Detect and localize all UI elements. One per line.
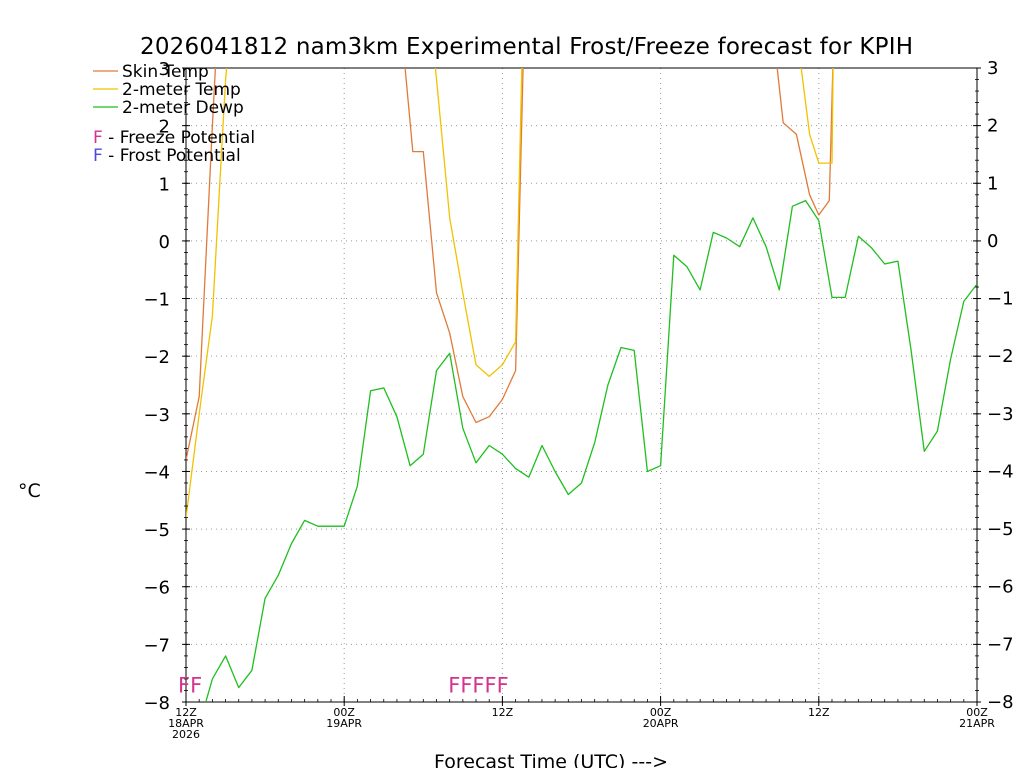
- series-line-dewp2m: [205, 199, 977, 702]
- series-line-temp2m: [186, 68, 834, 518]
- potential-marker-freeze: FF: [178, 674, 202, 698]
- x-tick-label: 2026: [172, 728, 200, 741]
- y-tick-label-right: −7: [987, 634, 1014, 655]
- y-tick-label-right: −4: [987, 461, 1014, 482]
- y-tick-label-right: −8: [987, 692, 1014, 713]
- y-tick-label: −3: [143, 405, 170, 426]
- y-tick-label: −6: [143, 578, 170, 599]
- y-tick-label: −7: [143, 635, 170, 656]
- y-tick-label: 0: [159, 232, 170, 253]
- x-tick-label: 12Z: [492, 706, 514, 719]
- legend-label-temp2m: 2-meter Temp: [122, 80, 241, 100]
- x-axis-label: Forecast Time (UTC) --->: [434, 751, 668, 768]
- y-tick-label-right: −6: [987, 577, 1014, 598]
- y-tick-label-right: −2: [987, 346, 1014, 367]
- y-axis-label: °C: [18, 480, 41, 502]
- legend-flag-freeze: F - Freeze Potential: [93, 128, 255, 148]
- series-layer: [186, 68, 977, 702]
- x-tick-label: 12Z: [808, 706, 830, 719]
- y-tick-label-right: 3: [987, 58, 998, 79]
- x-tick-label: 19APR: [326, 717, 362, 730]
- series-line-skin: [186, 68, 834, 461]
- y-tick-label: −2: [143, 347, 170, 368]
- legend-label-dewp2m: 2-meter Dewp: [122, 98, 244, 118]
- x-tick-label: 00Z: [966, 706, 988, 719]
- legend-label-skin: Skin Temp: [122, 62, 209, 82]
- potential-markers: FF FFFFF: [178, 674, 509, 698]
- y-tick-label-right: −5: [987, 519, 1014, 540]
- x-tick-label: 00Z: [650, 706, 672, 719]
- chart-title: 2026041812 nam3km Experimental Frost/Fre…: [140, 34, 913, 60]
- y-tick-label-right: −1: [987, 289, 1014, 310]
- legend-flag-letter: F: [93, 128, 103, 148]
- x-tick-label: 18APR: [168, 717, 204, 730]
- y-tick-label: −1: [143, 290, 170, 311]
- y-tick-label-right: 0: [987, 231, 998, 252]
- grid-lines: [186, 68, 977, 702]
- x-tick-label: 20APR: [643, 717, 679, 730]
- y-tick-label: 2: [159, 117, 170, 138]
- x-tick-label: 00Z: [333, 706, 355, 719]
- y-tick-label-right: −3: [987, 404, 1014, 425]
- x-tick-label: 21APR: [959, 717, 995, 730]
- y-tick-label: −4: [143, 462, 170, 483]
- y-tick-label: 1: [159, 174, 170, 195]
- y-tick-label: −5: [143, 520, 170, 541]
- y-tick-label-right: 2: [987, 116, 998, 137]
- legend-flag-text: - Frost Potential: [103, 146, 241, 166]
- y-tick-label-right: 1: [987, 173, 998, 194]
- plot-frame: [185, 67, 978, 703]
- left-y-axis: −8 −7 −6 −5 −4 −3 −2 −1 0 1 2 3: [143, 59, 190, 714]
- right-y-axis: −8 −7 −6 −5 −4 −3 −2 −1 0 1 2 3: [973, 58, 1014, 713]
- x-tick-label: 12Z: [175, 706, 197, 719]
- y-tick-label: −8: [143, 693, 170, 714]
- potential-marker-freeze: FFFFF: [448, 674, 508, 698]
- legend-flag-frost: F - Frost Potential: [93, 146, 241, 166]
- y-tick-label: 3: [159, 59, 170, 80]
- legend-flag-letter: F: [93, 146, 103, 166]
- legend-flag-text: - Freeze Potential: [103, 128, 255, 148]
